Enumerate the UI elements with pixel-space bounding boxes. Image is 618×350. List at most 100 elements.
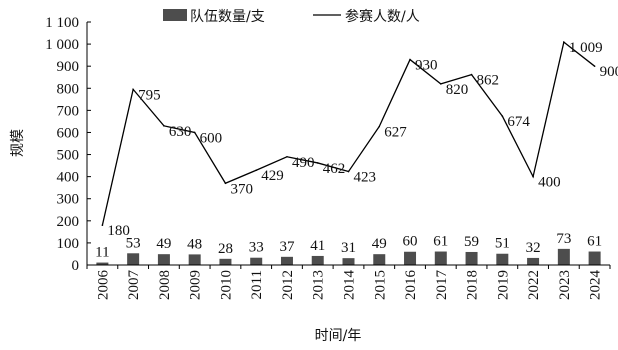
line-value-labels: 180 795 630 600 370 429 490 462 423 627 930 820 862 6…: [107, 40, 618, 239]
bar-value-label: 33: [249, 240, 264, 256]
line-point: [593, 65, 596, 67]
y-tick-label: 1 000: [45, 37, 79, 53]
line-point: [224, 182, 227, 185]
line-point: [532, 175, 534, 178]
line-point: [501, 115, 504, 117]
line-point: [378, 125, 381, 128]
bar-series: [96, 248, 601, 265]
bar: [342, 258, 355, 265]
bar: [373, 254, 386, 265]
x-tick-label: 2010: [218, 270, 234, 300]
bar-value-label: 11: [95, 245, 109, 261]
line-value-label: 820: [446, 82, 469, 98]
x-tick-label: 2016: [403, 270, 419, 301]
bar-value-label: 49: [156, 236, 171, 252]
x-tick-label: 2012: [280, 270, 296, 300]
bar-value-label: 49: [372, 236, 387, 252]
y-tick-label: 500: [57, 148, 80, 164]
line-point: [286, 155, 288, 158]
legend-line-label: 参赛人数/人: [345, 8, 420, 25]
line-value-label: 400: [538, 175, 561, 191]
y-axis-ticks: 0 100 200 300 400 500 600 700 800 900 1 000 1 100: [45, 15, 91, 274]
line-value-label: 930: [415, 58, 438, 74]
y-tick-label: 800: [57, 81, 80, 97]
bar-value-label: 53: [126, 235, 141, 251]
line-value-label: 630: [169, 124, 192, 140]
bar-value-labels: 11 53 49 48 28 33 37 41 31 49 60 61 59 51 32 73 61: [95, 231, 602, 261]
x-tick-label: 2022: [526, 270, 542, 300]
line-point: [101, 224, 104, 227]
line-point: [470, 73, 473, 76]
line-point: [439, 83, 442, 85]
bar-value-label: 37: [279, 239, 295, 255]
line-value-label: 900: [600, 64, 618, 80]
line-series: [101, 40, 596, 227]
bar: [280, 256, 293, 265]
x-axis-title: 时间/年: [315, 328, 362, 344]
x-axis-ticks: 2006 2007 2008 2009 2010 2011 2012 2013 2014 2015…: [86, 265, 611, 301]
bar: [96, 262, 109, 265]
bar-value-label: 28: [218, 241, 233, 257]
line-value-label: 627: [384, 124, 407, 140]
line-value-label: 462: [323, 161, 346, 177]
bar: [465, 251, 478, 265]
legend: 队伍数量/支 参赛人数/人: [163, 8, 420, 25]
x-tick-label: 2011: [249, 270, 265, 299]
y-tick-label: 100: [57, 236, 80, 252]
x-tick-label: 2023: [557, 270, 573, 300]
bar: [127, 253, 140, 265]
bar: [527, 257, 540, 265]
y-tick-label: 0: [72, 258, 80, 274]
line-point: [316, 162, 319, 164]
line-value-label: 1 009: [569, 40, 603, 56]
bar-value-label: 61: [587, 234, 602, 250]
line-point: [347, 170, 350, 173]
line-value-label: 370: [230, 181, 253, 197]
bar-value-label: 48: [187, 236, 202, 252]
bar: [557, 248, 570, 265]
line-value-label: 180: [107, 223, 130, 239]
line-value-label: 490: [292, 155, 315, 171]
y-tick-label: 700: [57, 103, 80, 119]
y-tick-label: 900: [57, 59, 80, 75]
line-value-label: 600: [200, 130, 223, 146]
bar-value-label: 32: [526, 240, 541, 256]
bar: [188, 254, 201, 265]
axes: [86, 22, 610, 266]
x-tick-label: 2006: [95, 270, 111, 301]
x-tick-label: 2024: [588, 270, 604, 301]
y-tick-label: 200: [57, 214, 80, 230]
bar: [588, 251, 601, 265]
x-tick-label: 2013: [311, 270, 327, 300]
line-value-label: 429: [261, 168, 284, 184]
line-point: [132, 88, 134, 91]
line-point: [193, 131, 196, 134]
bar-value-label: 31: [341, 240, 356, 256]
y-axis-title: 规模: [10, 129, 26, 157]
bar-value-label: 61: [433, 234, 448, 250]
bar: [219, 258, 232, 265]
bar: [404, 251, 417, 265]
line-value-label: 795: [138, 87, 161, 103]
bar-value-label: 73: [556, 231, 571, 247]
x-tick-label: 2008: [157, 270, 173, 300]
legend-bar-swatch: [163, 9, 187, 21]
line-value-label: 423: [354, 170, 377, 186]
x-tick-label: 2018: [465, 270, 481, 300]
y-tick-label: 1 100: [45, 15, 79, 31]
bar-value-label: 51: [495, 236, 510, 252]
line-value-label: 674: [507, 114, 530, 130]
bar: [157, 254, 170, 265]
y-tick-label: 400: [57, 170, 80, 186]
line-point: [563, 41, 565, 43]
x-tick-label: 2017: [434, 270, 450, 301]
bar: [434, 251, 447, 265]
x-tick-label: 2019: [495, 270, 511, 300]
y-tick-label: 600: [57, 125, 80, 141]
legend-bar-label: 队伍数量/支: [190, 9, 265, 25]
bar: [496, 253, 509, 265]
x-tick-label: 2009: [188, 270, 204, 300]
x-tick-label: 2015: [372, 270, 388, 300]
y-tick-label: 300: [57, 192, 80, 208]
